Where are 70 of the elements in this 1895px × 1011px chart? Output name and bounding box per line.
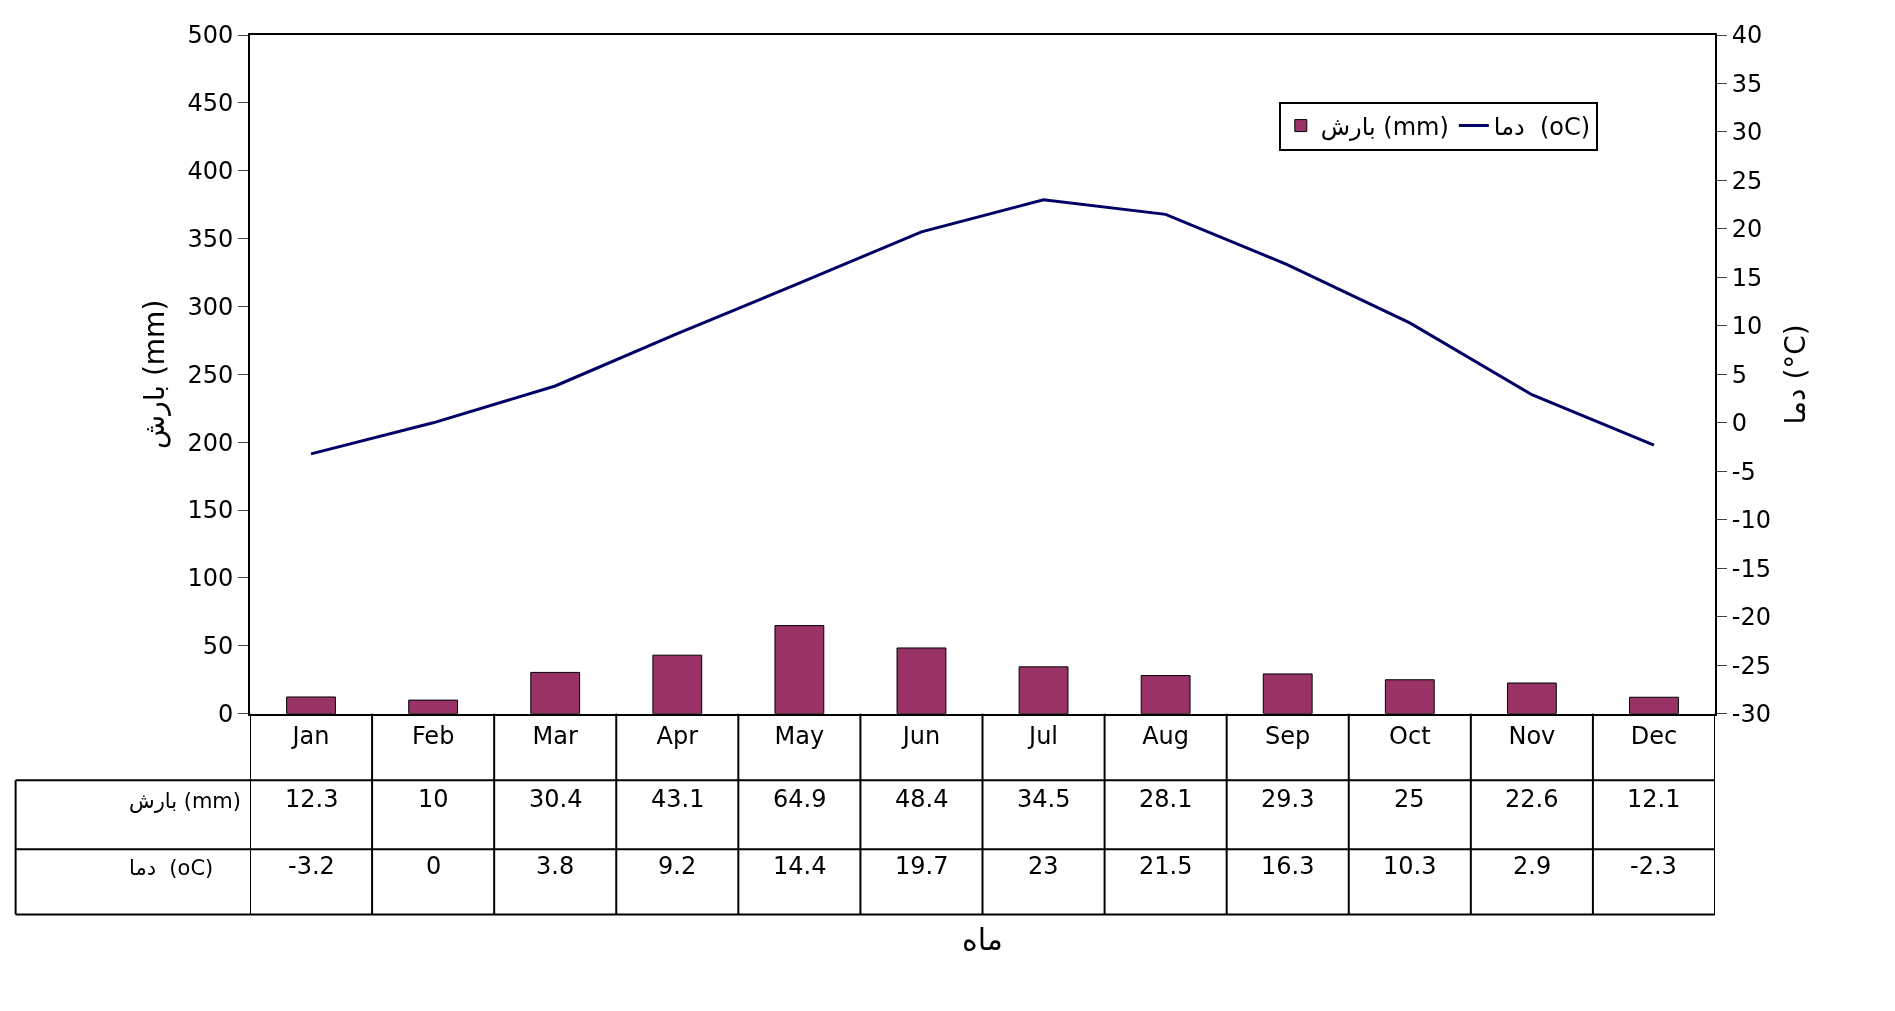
y-tick-label: 50 [202, 632, 234, 661]
x-tick-label: Oct [1389, 722, 1431, 751]
data-label: 25 [1394, 785, 1425, 813]
data-label: 3.8 [536, 852, 575, 880]
data-label: 64.9 [773, 785, 827, 813]
x-tick-label: May [774, 722, 825, 751]
y-tick-label: 150 [187, 496, 234, 525]
x-tick-label: Dec [1630, 722, 1678, 751]
data-label: 22.6 [1505, 785, 1559, 813]
y2-tick-label: -5 [1731, 457, 1756, 486]
y-tick-label: 350 [187, 225, 234, 253]
y2-tick-label: 0 [1731, 409, 1748, 438]
y-tick-label: 250 [187, 360, 234, 389]
data-label: 16.3 [1261, 852, 1315, 880]
y2-tick-label: 25 [1731, 166, 1763, 195]
data-label: 43.1 [651, 785, 705, 813]
y-tick-label: 0 [217, 700, 234, 729]
y2-tick-label: -20 [1731, 603, 1771, 632]
y2-tick-label: -10 [1731, 506, 1771, 535]
data-label: 12.1 [1627, 785, 1681, 813]
text: بارش (mm) [129, 789, 242, 813]
y2-tick-label: 40 [1731, 21, 1763, 50]
y-tick-label: 450 [187, 89, 234, 118]
data-label: 29.3 [1261, 785, 1315, 813]
y2-axis-title: دما (°C) [1778, 324, 1812, 425]
x-tick-label: Aug [1142, 722, 1190, 751]
data-label: 48.4 [895, 785, 949, 813]
y2-tick-label: 35 [1731, 69, 1763, 98]
y2-tick-label: -30 [1731, 700, 1771, 729]
y-tick-label: 200 [187, 428, 234, 457]
x-tick-label: Jan [290, 722, 330, 751]
x-tick-label: Jul [1027, 722, 1059, 751]
data-label: 0 [426, 852, 442, 880]
data-label: 23 [1028, 852, 1059, 880]
x-tick-label: Sep [1265, 722, 1311, 751]
x-tick-label: Apr [656, 722, 699, 751]
data-label: 14.4 [773, 852, 827, 880]
data-label: 21.5 [1139, 852, 1193, 880]
data-label: -3.2 [288, 852, 335, 880]
y2-tick-label: 30 [1731, 118, 1763, 147]
y2-tick-label: 15 [1731, 263, 1763, 292]
data-label: 34.5 [1017, 785, 1071, 813]
y2-tick-label: -25 [1731, 651, 1771, 680]
data-label: 19.7 [895, 852, 949, 880]
y-tick-label: 100 [187, 564, 234, 593]
x-tick-label: Mar [532, 722, 578, 751]
y-tick-label: 300 [187, 292, 234, 321]
legend-label: دما (oC) [1493, 112, 1591, 141]
x-tick-label: Jun [900, 722, 941, 751]
y-axis-title: بارش (mm) [137, 299, 171, 450]
y2-tick-label: 20 [1731, 215, 1763, 244]
y-tick-label: 500 [187, 21, 234, 50]
data-label: 12.3 [285, 785, 339, 813]
x-tick-label: Nov [1508, 722, 1556, 751]
y2-tick-label: 10 [1731, 312, 1763, 341]
y2-tick-label: 5 [1731, 360, 1748, 389]
data-label: 9.2 [658, 852, 697, 880]
data-label: 30.4 [529, 785, 583, 813]
data-label: 10 [418, 785, 449, 813]
data-label: -2.3 [1630, 852, 1677, 880]
y-tick-label: 400 [187, 157, 234, 186]
data-label: 2.9 [1513, 852, 1552, 880]
line-series [309, 198, 1656, 456]
y2-tick-label: -15 [1731, 554, 1771, 583]
text: دما (oC) [129, 856, 214, 880]
legend-label: بارش (mm) [1320, 112, 1449, 141]
text: ماه [962, 922, 1003, 957]
x-tick-label: Feb [411, 722, 455, 751]
data-label: 10.3 [1383, 852, 1437, 880]
data-label: 28.1 [1139, 785, 1193, 813]
